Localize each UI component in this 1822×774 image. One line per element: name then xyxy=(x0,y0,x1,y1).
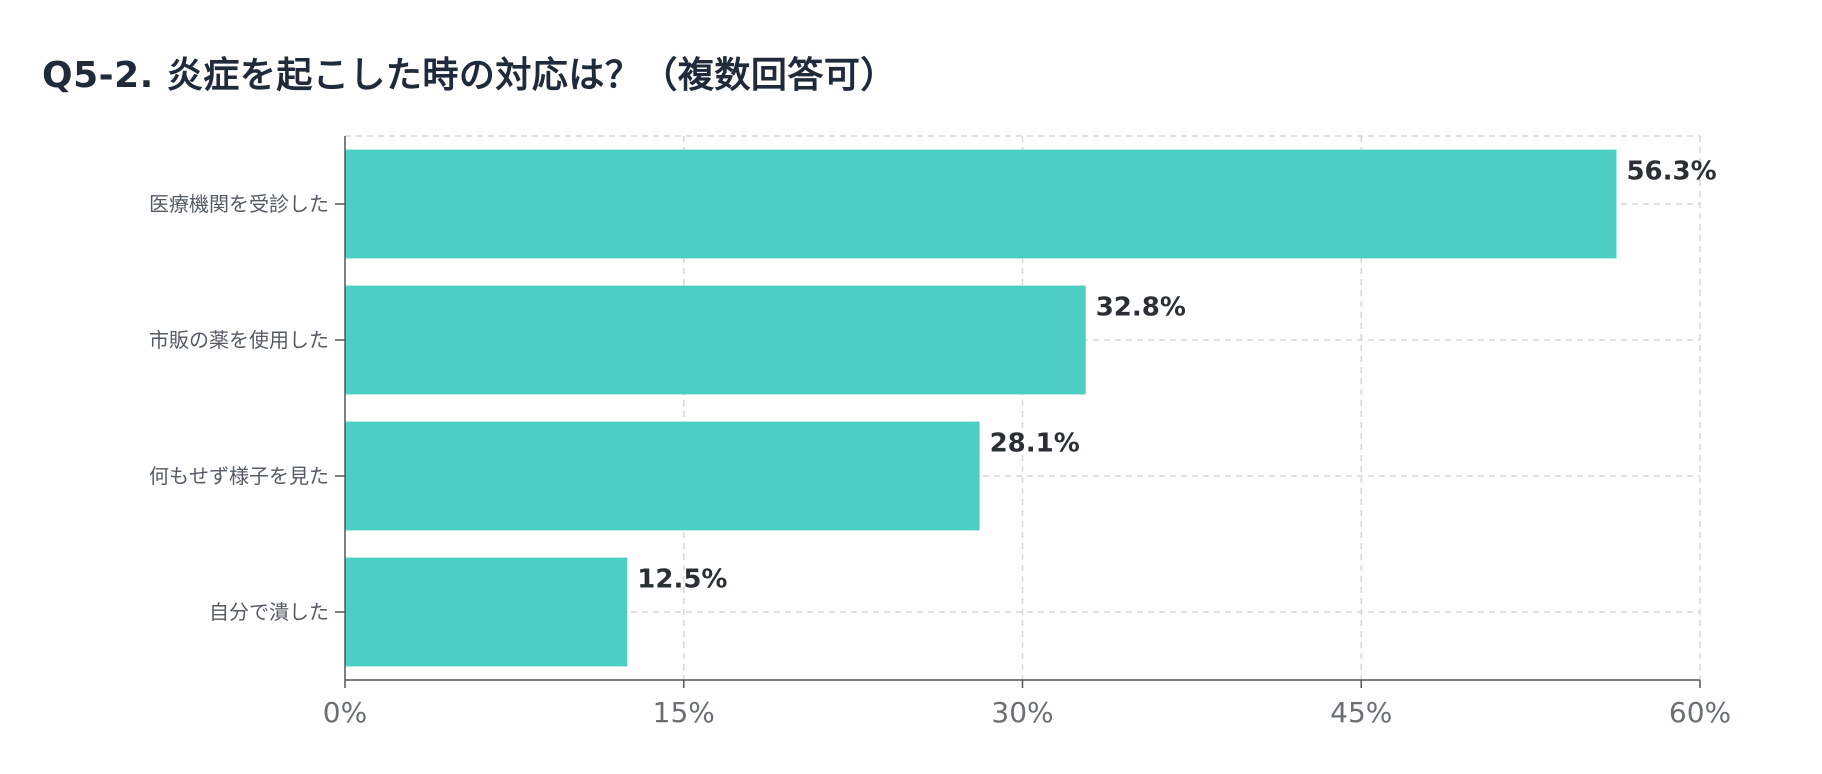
category-label: 市販の薬を使用した xyxy=(149,328,329,352)
data-label: 12.5% xyxy=(637,565,727,595)
data-label: 56.3% xyxy=(1626,157,1716,187)
data-label: 32.8% xyxy=(1096,293,1186,323)
bar xyxy=(345,285,1086,395)
category-label: 何もせず様子を見た xyxy=(149,464,329,488)
x-tick-label: 45% xyxy=(1330,696,1392,729)
x-tick-label: 30% xyxy=(991,696,1053,729)
bar xyxy=(345,421,980,531)
chart-title: Q5-2. 炎症を起こした時の対応は？（複数回答可） xyxy=(42,55,897,96)
category-label: 自分で潰した xyxy=(209,600,329,624)
bar xyxy=(345,557,628,667)
data-label: 28.1% xyxy=(990,429,1080,459)
x-tick-label: 60% xyxy=(1669,696,1731,729)
x-tick-label: 0% xyxy=(323,696,367,729)
x-tick-label: 15% xyxy=(653,696,715,729)
bar xyxy=(345,149,1617,259)
category-label: 医療機関を受診した xyxy=(149,192,329,216)
